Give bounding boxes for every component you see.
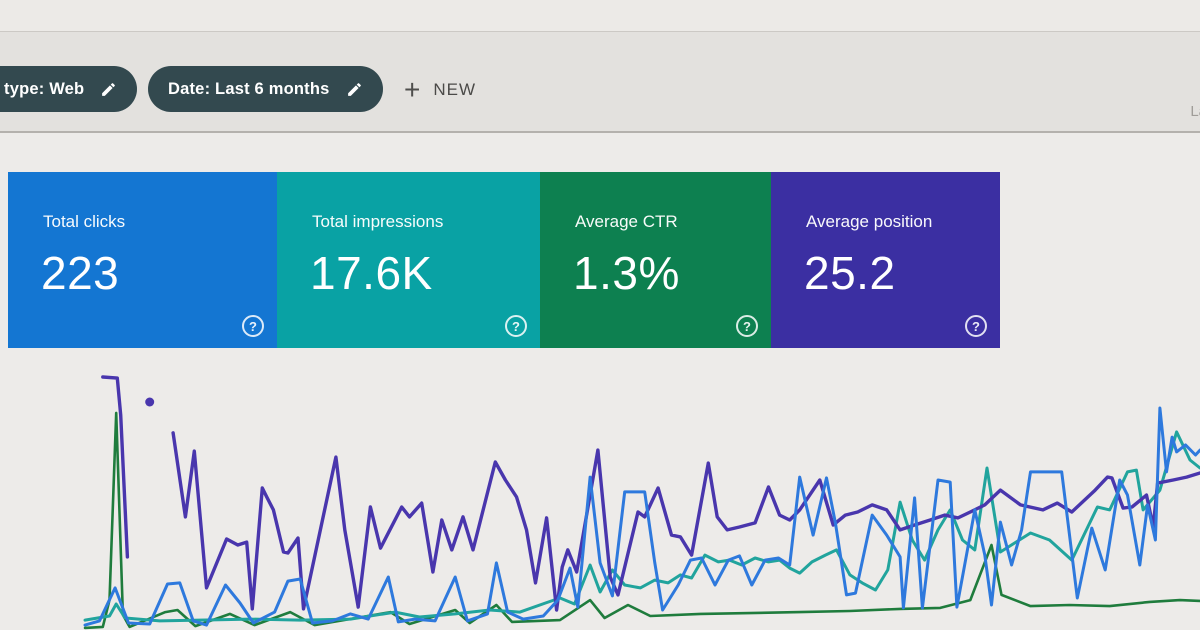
line-position xyxy=(101,375,130,559)
help-icon[interactable]: ? xyxy=(736,315,758,337)
line-clicks xyxy=(83,406,1200,627)
edit-pencil-icon[interactable] xyxy=(100,81,117,98)
metric-card-label: Total clicks xyxy=(43,212,126,231)
new-filter-button[interactable]: + NEW xyxy=(404,76,476,104)
metric-card-total-clicks[interactable]: Total clicks 223 ? xyxy=(8,172,277,348)
metric-cards-row: Total clicks 223 ? Total impressions 17.… xyxy=(8,172,1000,348)
performance-line-chart[interactable] xyxy=(0,348,1200,630)
metric-card-value: 25.2 xyxy=(804,247,896,299)
metric-card-average-ctr[interactable]: Average CTR 1.3% ? xyxy=(540,172,771,348)
metric-card-label: Total impressions xyxy=(312,212,444,231)
chip-label-date-range: Date: Last 6 months xyxy=(168,79,330,98)
filter-chip-search-type[interactable]: type: Web xyxy=(0,66,138,112)
metric-card-value: 223 xyxy=(41,247,120,299)
metric-card-total-impressions[interactable]: Total impressions 17.6K ? xyxy=(277,172,540,348)
content-panel: Total clicks 223 ? Total impressions 17.… xyxy=(0,133,1200,630)
metric-card-label: Average position xyxy=(806,212,933,231)
metric-card-value: 17.6K xyxy=(310,247,433,299)
line-ctr xyxy=(83,411,1200,630)
chip-label-search-type: type: Web xyxy=(4,79,85,98)
filter-chip-date-range[interactable]: Date: Last 6 months xyxy=(148,66,383,112)
point-position xyxy=(145,397,155,407)
new-filter-label: NEW xyxy=(433,80,477,99)
filter-toolbar: type: Web Date: Last 6 months + NEW La xyxy=(0,32,1200,133)
line-position xyxy=(171,431,1200,612)
metric-card-value: 1.3% xyxy=(573,247,680,299)
help-icon[interactable]: ? xyxy=(505,315,527,337)
top-strip xyxy=(0,0,1200,32)
metric-card-label: Average CTR xyxy=(575,212,678,231)
plus-icon: + xyxy=(404,74,421,105)
line-impressions xyxy=(83,430,1200,623)
edit-pencil-icon[interactable] xyxy=(346,81,363,98)
help-icon[interactable]: ? xyxy=(965,315,987,337)
help-icon[interactable]: ? xyxy=(242,315,264,337)
metric-card-average-position[interactable]: Average position 25.2 ? xyxy=(771,172,1000,348)
truncated-right-text: La xyxy=(1190,103,1200,120)
